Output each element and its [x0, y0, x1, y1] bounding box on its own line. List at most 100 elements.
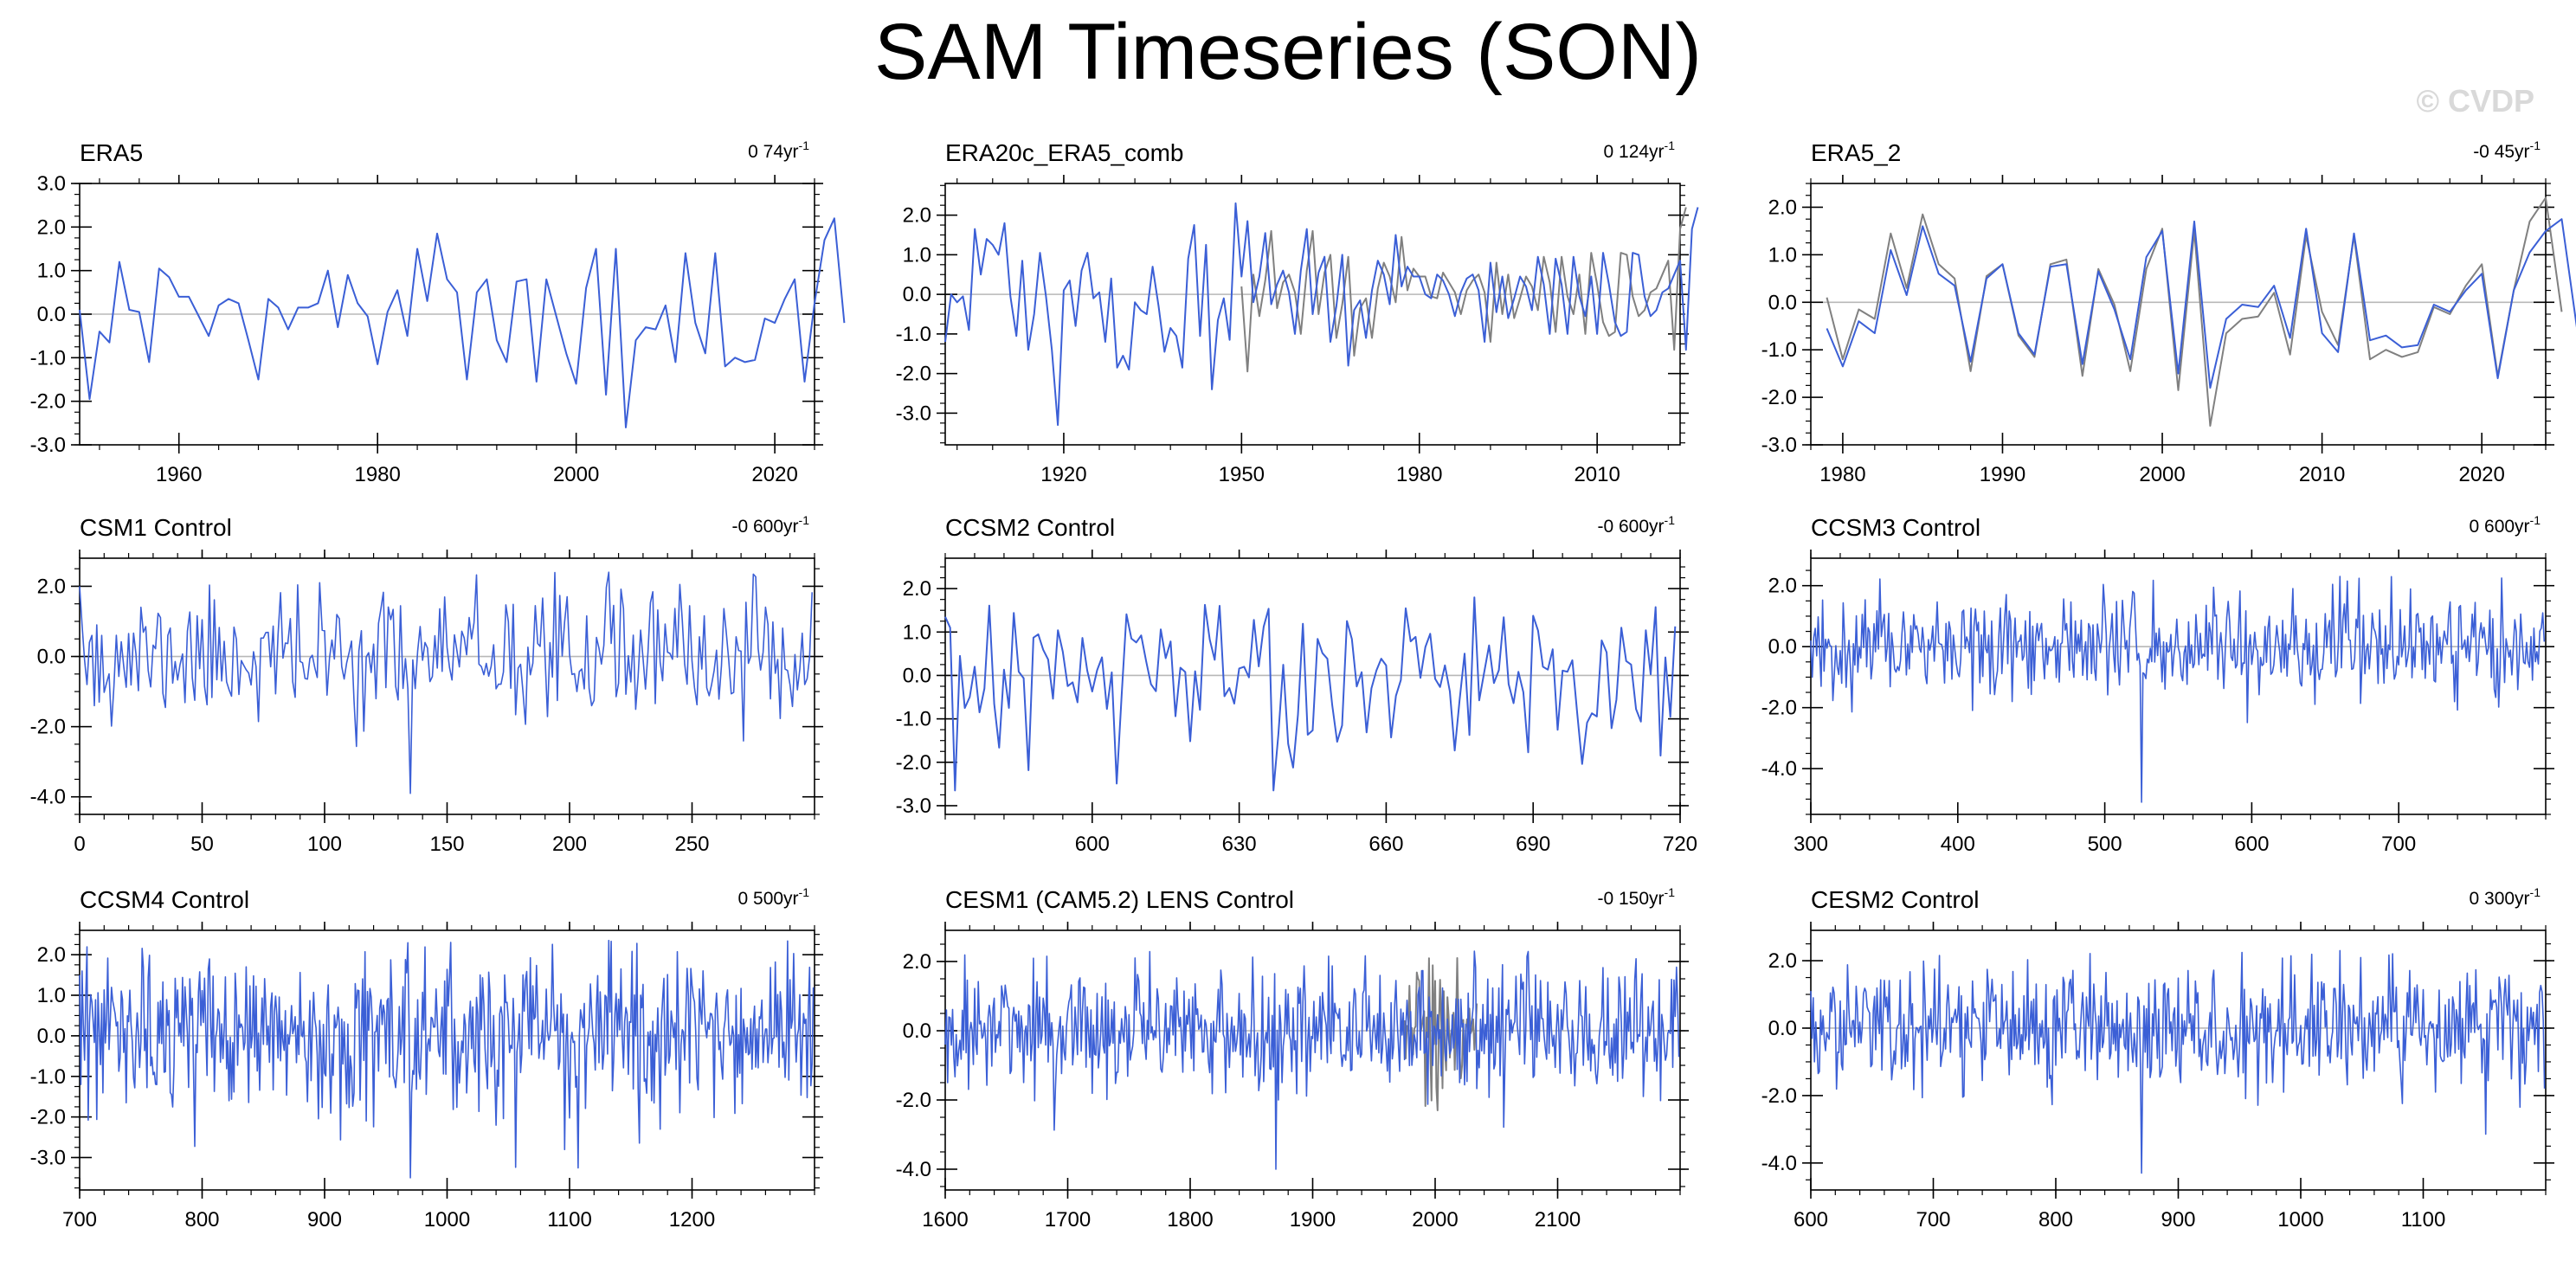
trend-label: -0 600yr-1 [732, 513, 810, 537]
panel-era5: ERA5 0 74yr-1 -3.0 -2.0 -1.0 0.0 1.0 2.0 3.0 1960… [30, 138, 846, 486]
x-tick-label: 1920 [1040, 463, 1086, 486]
series-line-simulation [944, 596, 1677, 792]
y-tick-label: -1.0 [30, 1065, 66, 1089]
trend-label: -0 150yr-1 [1598, 885, 1676, 909]
panel-csm1-control: CSM1 Control -0 600yr-1 -4.0 -2.0 0.0 2.0 0 50 1… [30, 513, 823, 856]
x-tick-label: 1100 [547, 1208, 592, 1232]
x-tick-label: 1100 [2401, 1208, 2446, 1232]
x-tick-label: 1980 [354, 463, 400, 486]
series-line-member [1240, 207, 1687, 373]
trend-exponent: -1 [799, 513, 810, 527]
panel-era20c-era5-comb: ERA20c_ERA5_comb 0 124yr-1 -3.0 -2.0 -1.0 0.0… [896, 138, 1699, 486]
x-tick-label: 690 [1516, 833, 1550, 856]
trend-value: 0 500yr [738, 889, 799, 909]
x-tick-label: 700 [2381, 833, 2416, 856]
x-tick-label: 1950 [1219, 463, 1265, 486]
y-tick-label: 2.0 [1768, 196, 1797, 219]
x-tick-label: 1960 [156, 463, 202, 486]
panel-title: CCSM4 Control [80, 886, 249, 913]
y-tick-label: 0.0 [1768, 1017, 1797, 1040]
panel-title: CCSM3 Control [1811, 514, 1980, 541]
trend-exponent: -1 [2530, 513, 2541, 527]
y-tick-label: -1.0 [896, 323, 931, 346]
x-tick-label: 1000 [2277, 1208, 2323, 1232]
trend-value: 0 600yr [2470, 517, 2530, 537]
y-tick-label: -2.0 [30, 716, 66, 739]
x-tick-label: 200 [552, 833, 587, 856]
x-tick-label: 900 [307, 1208, 342, 1232]
panel-title: CESM1 (CAM5.2) LENS Control [945, 886, 1294, 913]
x-tick-label: 660 [1368, 833, 1403, 856]
y-tick-label: 1.0 [37, 984, 66, 1007]
trend-exponent: -1 [1665, 885, 1676, 899]
panel-ccsm2-control: CCSM2 Control -0 600yr-1 -3.0 -2.0 -1.0 0.0 1.… [896, 513, 1697, 856]
trend-label: 0 300yr-1 [2470, 885, 2541, 909]
x-tick-label: 0 [74, 833, 85, 856]
trend-value: -0 45yr [2473, 142, 2529, 162]
trend-label: 0 74yr-1 [748, 138, 809, 162]
y-tick-label: 3.0 [37, 172, 66, 196]
y-tick-label: 0.0 [37, 303, 66, 326]
trend-exponent: -1 [2530, 138, 2541, 152]
plot-frame [1810, 557, 2547, 815]
series-line-simulation [1810, 949, 2546, 1174]
y-tick-label: -2.0 [896, 363, 931, 386]
x-tick-label: 800 [2038, 1208, 2073, 1232]
series-line-member [1826, 196, 2563, 427]
x-tick-label: 600 [1075, 833, 1110, 856]
x-tick-label: 600 [1794, 1208, 1828, 1232]
trend-value: 0 124yr [1604, 142, 1665, 162]
series-line-simulation [1810, 576, 2546, 803]
y-tick-label: -2.0 [1761, 1084, 1797, 1108]
x-tick-label: 1200 [669, 1208, 715, 1232]
trend-exponent: -1 [799, 138, 810, 152]
trend-exponent: -1 [1665, 138, 1676, 152]
trend-exponent: -1 [799, 885, 810, 899]
y-tick-label: -4.0 [1761, 757, 1797, 781]
y-tick-label: 1.0 [903, 243, 931, 267]
x-tick-label: 2100 [1535, 1208, 1581, 1232]
x-tick-label: 630 [1222, 833, 1257, 856]
panel-cesm1-cam5-2-lens-control: CESM1 (CAM5.2) LENS Control -0 150yr-1 -4.… [896, 885, 1689, 1232]
y-tick-label: -4.0 [30, 786, 66, 809]
x-tick-label: 2020 [751, 463, 797, 486]
y-tick-label: -2.0 [30, 390, 66, 414]
panel-era5-2: ERA5_2 -0 45yr-1 -3.0 -2.0 -1.0 0.0 1.0 2.0 1980… [1761, 138, 2576, 486]
x-tick-label: 700 [62, 1208, 97, 1232]
y-tick-label: 2.0 [37, 215, 66, 239]
trend-value: 0 300yr [2470, 889, 2530, 909]
y-tick-label: 2.0 [37, 943, 66, 967]
figure-title: SAM Timeseries (SON) [874, 8, 1702, 96]
y-tick-label: 1.0 [1768, 243, 1797, 267]
x-tick-label: 1980 [1396, 463, 1442, 486]
x-tick-label: 1800 [1167, 1208, 1213, 1232]
x-tick-label: 700 [1916, 1208, 1950, 1232]
x-tick-label: 2020 [2458, 463, 2504, 486]
y-tick-label: 2.0 [903, 577, 931, 601]
x-tick-label: 1000 [424, 1208, 470, 1232]
x-tick-label: 800 [184, 1208, 219, 1232]
x-tick-label: 2000 [553, 463, 599, 486]
x-tick-label: 900 [2161, 1208, 2195, 1232]
x-tick-label: 1990 [1980, 463, 2025, 486]
panel-title: ERA20c_ERA5_comb [945, 139, 1183, 166]
x-tick-label: 600 [2234, 833, 2269, 856]
trend-label: 0 500yr-1 [738, 885, 810, 909]
panel-title: ERA5 [80, 139, 143, 166]
y-tick-label: 0.0 [903, 283, 931, 306]
y-tick-label: -3.0 [1761, 434, 1797, 457]
trend-value: 0 74yr [748, 142, 798, 162]
y-tick-label: 1.0 [903, 621, 931, 644]
x-tick-label: 500 [2088, 833, 2122, 856]
y-tick-label: -3.0 [896, 794, 931, 818]
cvdp-watermark: © CVDP [2416, 83, 2534, 119]
x-tick-label: 720 [1663, 833, 1697, 856]
series-line-simulation [79, 939, 815, 1179]
series-line-ensemble [1826, 218, 2576, 389]
y-tick-label: 0.0 [1768, 291, 1797, 314]
y-tick-label: -3.0 [30, 434, 66, 457]
series-line-simulation [944, 950, 1680, 1170]
y-tick-label: 0.0 [903, 1019, 931, 1043]
y-tick-label: 0.0 [1768, 635, 1797, 659]
trend-value: -0 600yr [1598, 517, 1665, 537]
